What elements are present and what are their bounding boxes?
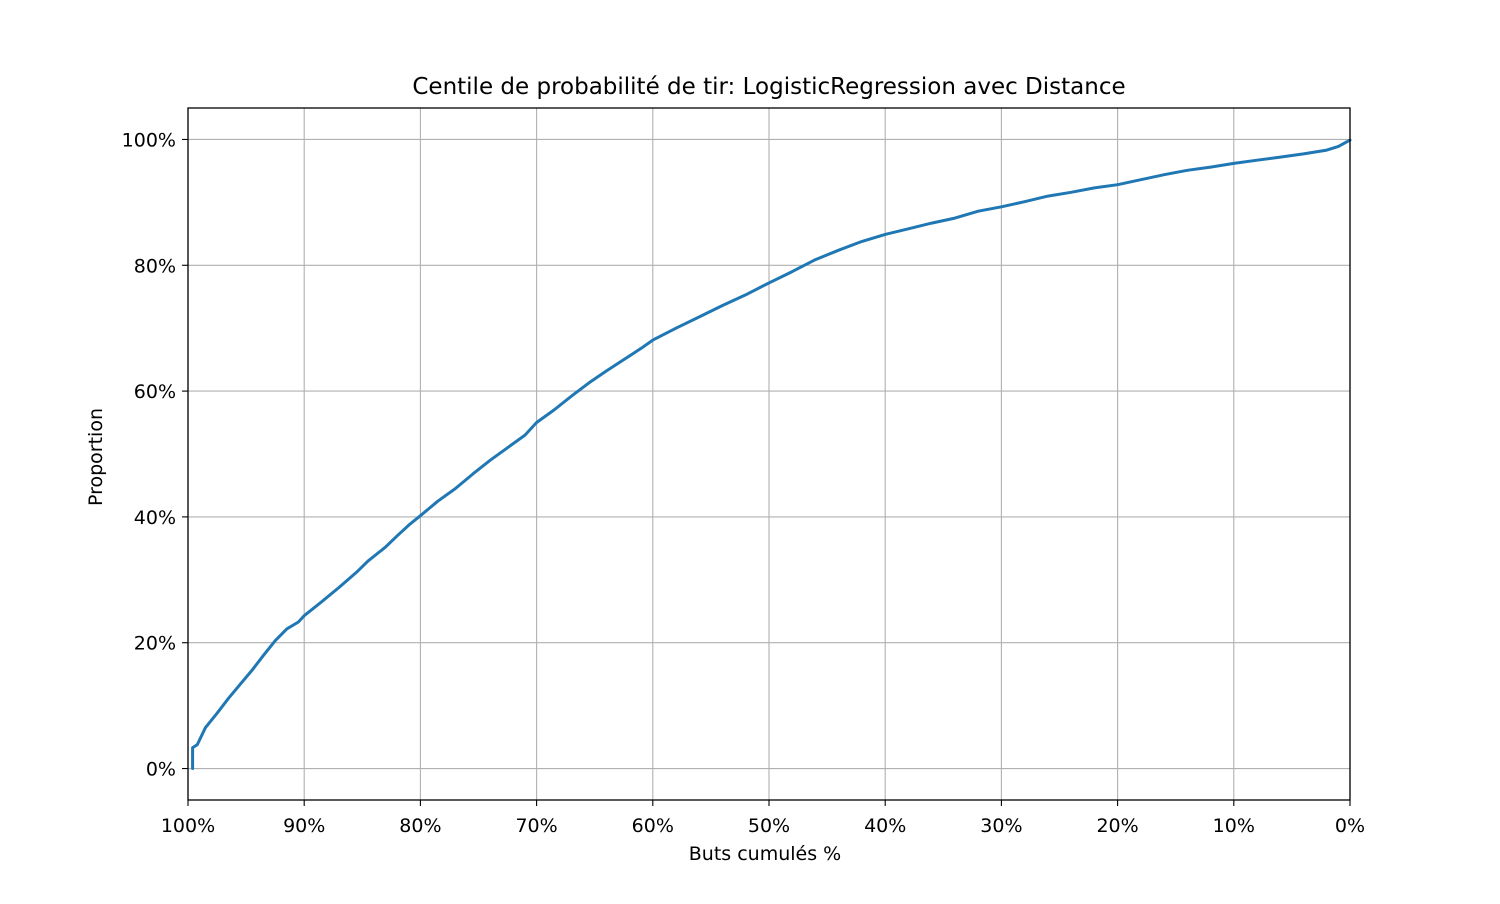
series-line	[191, 138, 1352, 770]
y-tick-label: 0%	[146, 759, 176, 781]
series-layer	[191, 138, 1352, 770]
x-tick-label: 0%	[1335, 815, 1365, 837]
x-tick-label: 30%	[980, 815, 1022, 837]
x-tick-label: 40%	[864, 815, 906, 837]
y-axis-label: Proportion	[85, 408, 107, 506]
x-tick-label: 60%	[632, 815, 674, 837]
y-tick-label: 80%	[134, 255, 176, 277]
x-tick-label: 100%	[161, 815, 215, 837]
y-tick-label: 60%	[134, 381, 176, 403]
x-axis-label: Buts cumulés %	[689, 843, 841, 865]
y-tick-label: 20%	[134, 633, 176, 655]
x-axis-ticks: 100% 90% 80% 70% 60% 50% 40% 30% 20% 10% 0%	[161, 800, 1365, 837]
y-axis-ticks: 0% 20% 40% 60% 80% 100%	[122, 129, 188, 781]
x-tick-label: 90%	[283, 815, 325, 837]
x-tick-label: 20%	[1096, 815, 1138, 837]
x-tick-label: 50%	[748, 815, 790, 837]
x-tick-label: 70%	[515, 815, 557, 837]
chart-title: Centile de probabilité de tir: LogisticR…	[412, 74, 1125, 100]
x-tick-label: 80%	[399, 815, 441, 837]
y-tick-label: 40%	[134, 507, 176, 529]
x-tick-label: 10%	[1213, 815, 1255, 837]
y-tick-label: 100%	[122, 129, 176, 151]
